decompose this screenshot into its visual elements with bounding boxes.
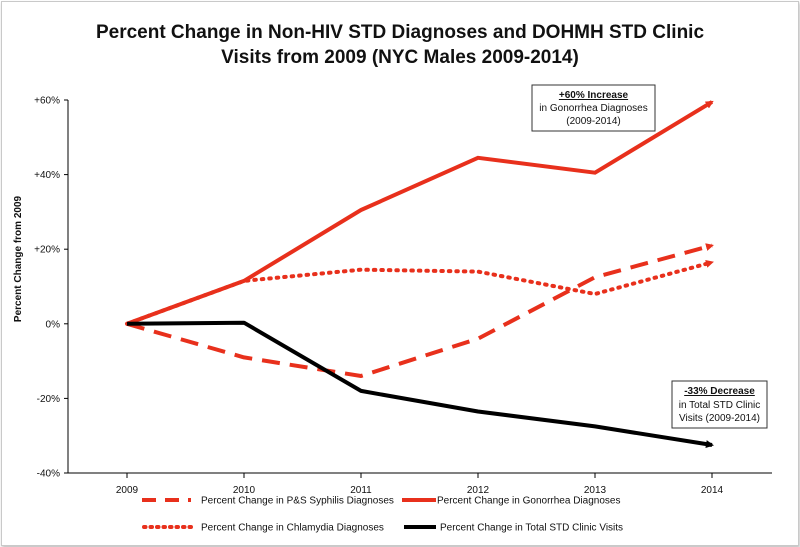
annotation-gonorrhea-box	[531, 84, 656, 132]
chart-title-line-2: Visits from 2009 (NYC Males 2009-2014)	[221, 47, 579, 68]
x-tick-label: 2013	[584, 485, 607, 496]
series-line-percent-change-in-gonorrhea-diagnoses	[126, 100, 714, 326]
x-tick-label: 2011	[350, 485, 372, 496]
legend-item-gonorrhea: Percent Change in Gonorrhea Diagnoses	[402, 496, 620, 507]
annotation-gonorrhea-heading: +60% Increase	[559, 90, 629, 101]
chart-title-line-1: Percent Change in Non-HIV STD Diagnoses …	[96, 22, 704, 43]
y-ticks: +60% +40% +20% 0% -20% -40%	[34, 96, 68, 480]
series-line-percent-change-in-chlamydia-diagnoses	[125, 260, 714, 326]
annotation-gonorrhea: +60% Increase in Gonorrhea Diagnoses (20…	[531, 84, 656, 132]
legend-item-syphilis: Percent Change in P&S Syphilis Diagnoses	[142, 496, 394, 507]
legend: Percent Change in P&S Syphilis Diagnoses…	[142, 496, 623, 534]
legend-label-clinic-visits: Percent Change in Total STD Clinic Visit…	[440, 523, 623, 534]
legend-item-chlamydia: Percent Change in Chlamydia Diagnoses	[142, 523, 384, 534]
annotation-clinic-visits-heading: -33% Decrease	[684, 386, 755, 397]
y-tick-label: -20%	[37, 394, 60, 405]
legend-item-clinic-visits: Percent Change in Total STD Clinic Visit…	[404, 523, 623, 534]
x-tick-label: 2014	[701, 485, 724, 496]
annotation-gonorrhea-line-2: (2009-2014)	[566, 116, 620, 127]
x-tick-label: 2010	[233, 485, 256, 496]
y-tick-label: 0%	[46, 319, 61, 330]
legend-label-gonorrhea: Percent Change in Gonorrhea Diagnoses	[437, 496, 620, 507]
x-tick-label: 2009	[116, 485, 139, 496]
annotation-clinic-visits-box	[671, 380, 768, 429]
series-line-percent-change-in-total-std-clinic-visits	[126, 320, 714, 449]
annotation-clinic-visits-line-2: Visits (2009-2014)	[679, 413, 760, 424]
y-tick-label: +60%	[34, 96, 60, 107]
y-tick-label: -40%	[37, 469, 60, 480]
x-ticks: 2009 2010 2011 2012 2013 2014	[116, 473, 724, 496]
series-line-percent-change-in-p-s-syphilis-diagnoses	[126, 243, 714, 378]
y-tick-label: +40%	[34, 170, 60, 181]
x-tick-label: 2012	[467, 485, 490, 496]
annotation-clinic-visits-line-1: in Total STD Clinic	[679, 400, 761, 411]
annotation-gonorrhea-line-1: in Gonorrhea Diagnoses	[539, 103, 647, 114]
y-tick-label: +20%	[34, 245, 60, 256]
legend-label-chlamydia: Percent Change in Chlamydia Diagnoses	[201, 523, 384, 534]
axes	[67, 100, 772, 474]
annotation-clinic-visits: -33% Decrease in Total STD Clinic Visits…	[671, 380, 768, 429]
series-lines	[125, 100, 714, 449]
legend-label-syphilis: Percent Change in P&S Syphilis Diagnoses	[201, 496, 394, 507]
y-axis-title: Percent Change from 2009	[13, 195, 24, 322]
